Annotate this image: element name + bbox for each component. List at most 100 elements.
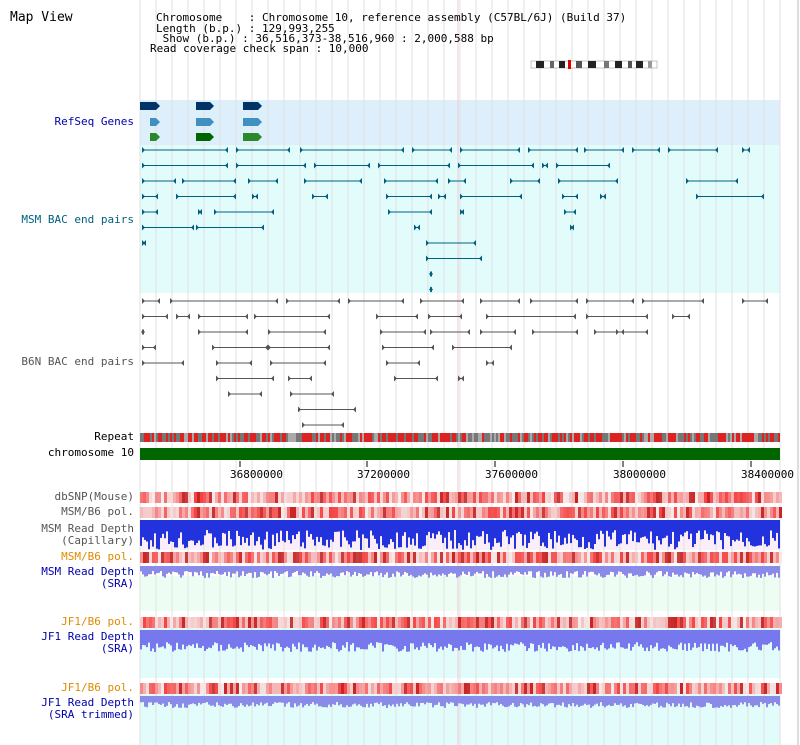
- track-label-jf1-pol-2[interactable]: JF1/B6 pol.: [61, 681, 134, 694]
- msm-capillary-depth-bar: [716, 520, 718, 532]
- jf1-pol-density-cell: [287, 617, 290, 628]
- msm-pol-density-cell: [188, 507, 191, 518]
- jf1-pol-density-cell: [626, 617, 629, 628]
- jf1-pol-2-density-cell: [170, 683, 173, 694]
- dbsnp-density-cell: [590, 492, 593, 503]
- track-label-jf1-depth-sra[interactable]: JF1 Read Depth: [41, 630, 134, 643]
- jf1-sra-depth-bar: [488, 630, 490, 644]
- msm-capillary-depth-bar: [456, 520, 458, 549]
- dbsnp-density-cell: [569, 492, 572, 503]
- track-label-repeat[interactable]: Repeat: [94, 430, 134, 443]
- repeat-segment: [260, 433, 262, 442]
- msm-pol-2-density-cell: [743, 552, 746, 563]
- jf1-sra-depth-bar: [770, 630, 772, 643]
- jf1-pol-density-cell: [314, 617, 317, 628]
- chromosome-ideogram[interactable]: [530, 54, 658, 69]
- jf1-trimmed-depth-bar: [544, 696, 546, 707]
- jf1-pol-2-density-cell: [395, 683, 398, 694]
- dbsnp-density-cell: [227, 492, 230, 503]
- track-label-msm-depth-capillary[interactable]: MSM Read Depth: [41, 522, 134, 535]
- repeat-segment: [416, 433, 418, 442]
- msm-pol-2-density-cell: [686, 552, 689, 563]
- msm-sra-depth-bar: [352, 566, 354, 575]
- repeat-segment: [188, 433, 190, 442]
- jf1-trimmed-depth-bar: [456, 696, 458, 707]
- msm-pol-2-density-cell: [467, 552, 470, 563]
- track-label-msm-depth-sra[interactable]: MSM Read Depth: [41, 565, 134, 578]
- jf1-pol-density-cell: [386, 617, 389, 628]
- track-label-msm-bac[interactable]: MSM BAC end pairs: [21, 213, 134, 226]
- jf1-trimmed-depth-bar: [538, 696, 540, 707]
- msm-pol-density-cell: [695, 507, 698, 518]
- track-label-msm-pol-1[interactable]: MSM/B6 pol.: [61, 505, 134, 518]
- jf1-pol-2-density-cell: [734, 683, 737, 694]
- page-title: Map View: [10, 10, 73, 25]
- dbsnp-density-cell: [752, 492, 755, 503]
- dbsnp-density-cell: [149, 492, 152, 503]
- dbsnp-density-cell: [467, 492, 470, 503]
- jf1-sra-depth-bar: [266, 630, 268, 647]
- track-label-refseq[interactable]: RefSeq Genes: [54, 115, 134, 128]
- jf1-sra-depth-bar: [616, 630, 618, 643]
- repeat-segment: [666, 433, 668, 442]
- jf1-sra-depth-bar: [164, 630, 166, 649]
- msm-pol-2-density-cell: [764, 552, 767, 563]
- jf1-sra-depth-bar: [142, 630, 144, 645]
- jf1-sra-depth-bar: [642, 630, 644, 648]
- track-label-dbsnp[interactable]: dbSNP(Mouse): [54, 490, 134, 503]
- msm-sra-depth-bar: [252, 566, 254, 578]
- msm-pol-2-density-cell: [155, 552, 158, 563]
- track-label-jf1-pol-1[interactable]: JF1/B6 pol.: [61, 615, 134, 628]
- dbsnp-density-cell: [173, 492, 176, 503]
- jf1-pol-density-cell: [596, 617, 599, 628]
- jf1-sra-depth-bar: [298, 630, 300, 643]
- track-label-jf1-depth-trimmed[interactable]: JF1 Read Depth: [41, 696, 134, 709]
- jf1-pol-density-cell: [161, 617, 164, 628]
- msm-sra-depth-bar: [172, 566, 174, 572]
- repeat-segment: [418, 433, 420, 442]
- jf1-sra-depth-bar: [696, 630, 698, 648]
- msm-capillary-depth-bar: [418, 520, 420, 549]
- repeat-segment: [610, 433, 612, 442]
- repeat-segment: [460, 433, 462, 442]
- track-label-b6n-bac[interactable]: B6N BAC end pairs: [21, 355, 134, 368]
- repeat-segment: [322, 433, 324, 442]
- dbsnp-density-cell: [584, 492, 587, 503]
- jf1-trimmed-depth-bar: [412, 696, 414, 707]
- jf1-sra-depth-bar: [204, 630, 206, 652]
- msm-pol-density-cell: [623, 507, 626, 518]
- jf1-pol-2-density-cell: [728, 683, 731, 694]
- jf1-trimmed-depth-bar: [254, 696, 256, 707]
- repeat-segment: [344, 433, 346, 442]
- track-label-msm-pol-2[interactable]: MSM/B6 pol.: [61, 550, 134, 563]
- jf1-pol-density-cell: [482, 617, 485, 628]
- jf1-pol-density-cell: [164, 617, 167, 628]
- msm-pol-density-cell: [551, 507, 554, 518]
- msm-sra-depth-bar: [554, 566, 556, 573]
- msm-capillary-depth-bar: [250, 520, 252, 536]
- jf1-trimmed-depth-bar: [368, 696, 370, 708]
- msm-bac-pair-end: [668, 147, 671, 153]
- msm-bac-pair-end: [303, 162, 306, 169]
- jf1-pol-density-cell: [212, 617, 215, 628]
- msm-pol-2-density-cell: [443, 552, 446, 563]
- msm-capillary-depth-bar: [252, 520, 254, 533]
- jf1-sra-depth-bar: [236, 630, 238, 647]
- msm-pol-2-density-cell: [266, 552, 269, 563]
- jf1-pol-density-cell: [779, 617, 782, 628]
- b6n-bac-pair-end: [245, 313, 248, 320]
- jf1-trimmed-depth-bar: [594, 696, 596, 705]
- jf1-pol-density-cell: [506, 617, 509, 628]
- msm-capillary-depth-bar: [266, 520, 268, 532]
- jf1-sra-depth-bar: [686, 630, 688, 651]
- jf1-trimmed-depth-bar: [268, 696, 270, 707]
- repeat-segment: [644, 433, 646, 442]
- msm-sra-depth-bar: [406, 566, 408, 574]
- dbsnp-density-cell: [449, 492, 452, 503]
- jf1-pol-density-cell: [566, 617, 569, 628]
- msm-pol-density-cell: [197, 507, 200, 518]
- repeat-segment: [600, 433, 602, 442]
- jf1-trimmed-depth-bar: [728, 696, 730, 706]
- msm-sra-depth-bar: [178, 566, 180, 575]
